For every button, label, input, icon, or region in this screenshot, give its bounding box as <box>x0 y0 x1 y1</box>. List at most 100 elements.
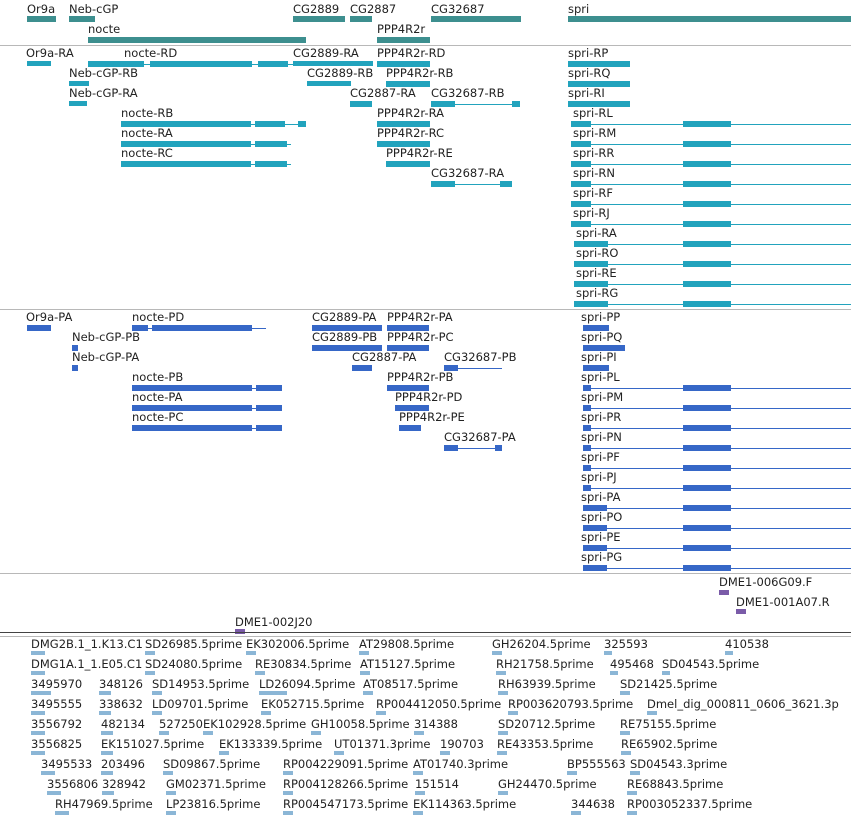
est-label[interactable]: RE43353.5prime <box>497 737 594 751</box>
transcript-label[interactable]: CG2889-RA <box>293 46 359 60</box>
est-label[interactable]: EK052715.5prime <box>261 697 365 711</box>
est-marker[interactable] <box>246 651 256 655</box>
exon[interactable] <box>683 261 731 267</box>
est-marker[interactable] <box>498 691 508 695</box>
exon[interactable] <box>495 445 502 451</box>
est-marker[interactable] <box>376 711 386 715</box>
clone-marker[interactable] <box>719 590 729 595</box>
est-marker[interactable] <box>311 731 321 735</box>
exon[interactable] <box>444 445 458 451</box>
exon[interactable] <box>583 545 607 551</box>
exon[interactable] <box>683 525 731 531</box>
gene-label[interactable]: CG32687 <box>431 2 485 16</box>
protein-model[interactable] <box>583 345 625 351</box>
clone-label[interactable]: DME1-001A07.R <box>736 595 830 609</box>
est-marker[interactable] <box>604 651 612 655</box>
protein-label[interactable]: spri-PR <box>581 410 622 424</box>
est-marker[interactable] <box>627 811 637 815</box>
exon[interactable] <box>431 181 455 187</box>
transcript-model[interactable] <box>568 61 630 67</box>
gene-bar[interactable] <box>69 16 95 22</box>
est-marker[interactable] <box>31 671 45 675</box>
protein-label[interactable]: CG2889-PA <box>312 310 377 324</box>
protein-model[interactable] <box>312 345 382 351</box>
est-marker[interactable] <box>414 731 424 735</box>
transcript-label[interactable]: PPP4R2r-RE <box>386 146 453 160</box>
protein-label[interactable]: CG2889-PB <box>312 330 378 344</box>
transcript-label[interactable]: spri-RE <box>576 266 617 280</box>
est-label[interactable]: 3495555 <box>31 697 83 711</box>
est-label[interactable]: 348126 <box>99 677 143 691</box>
est-label[interactable]: RH63939.5prime <box>498 677 596 691</box>
est-marker[interactable] <box>203 731 213 735</box>
exon[interactable] <box>431 101 455 107</box>
est-marker[interactable] <box>283 771 293 775</box>
exon[interactable] <box>574 241 608 247</box>
est-label[interactable]: AT29808.5prime <box>359 637 455 651</box>
est-label[interactable]: 482134 <box>101 717 145 731</box>
est-label[interactable]: 3495970 <box>31 677 83 691</box>
protein-model[interactable] <box>399 425 421 431</box>
gene-label[interactable]: CG2887 <box>350 2 397 16</box>
gene-label[interactable]: Or9a <box>27 2 56 16</box>
est-label[interactable]: SD04543.3prime <box>630 757 728 771</box>
transcript-model[interactable] <box>568 101 630 107</box>
protein-label[interactable]: Neb-cGP-PA <box>72 350 140 364</box>
est-marker[interactable] <box>99 691 111 695</box>
protein-label[interactable]: nocte-PC <box>132 410 184 424</box>
exon[interactable] <box>683 505 731 511</box>
est-label[interactable]: RP004547173.5prime <box>283 797 409 811</box>
exon[interactable] <box>683 445 731 451</box>
transcript-model[interactable] <box>377 141 430 147</box>
protein-model[interactable] <box>387 345 429 351</box>
transcript-label[interactable]: Or9a-RA <box>26 46 74 60</box>
protein-label[interactable]: spri-PM <box>581 390 624 404</box>
transcript-label[interactable]: spri-RN <box>573 166 615 180</box>
exon[interactable] <box>683 181 731 187</box>
gene-bar[interactable] <box>568 16 851 22</box>
est-marker[interactable] <box>363 691 373 695</box>
exon[interactable] <box>583 445 591 451</box>
est-label[interactable]: GM02371.5prime <box>166 777 266 791</box>
gene-label[interactable]: PPP4R2r <box>377 22 426 36</box>
est-label[interactable]: SD20712.5prime <box>498 717 596 731</box>
est-label[interactable]: AT15127.5prime <box>360 657 456 671</box>
gene-bar[interactable] <box>377 37 430 43</box>
est-marker[interactable] <box>725 651 733 655</box>
exon[interactable] <box>683 141 731 147</box>
exon[interactable] <box>571 201 591 207</box>
transcript-label[interactable]: PPP4R2r-RB <box>386 66 454 80</box>
est-marker[interactable] <box>415 791 425 795</box>
protein-label[interactable]: PPP4R2r-PE <box>399 410 465 424</box>
est-marker[interactable] <box>255 671 265 675</box>
est-label[interactable]: 3556825 <box>31 737 83 751</box>
protein-label[interactable]: CG32687-PA <box>444 430 516 444</box>
protein-label[interactable]: CG2887-PA <box>352 350 417 364</box>
exon[interactable] <box>683 221 731 227</box>
gene-label[interactable]: spri <box>568 2 590 16</box>
est-marker[interactable] <box>334 751 344 755</box>
transcript-label[interactable]: PPP4R2r-RA <box>377 106 444 120</box>
protein-model[interactable] <box>387 325 429 331</box>
est-label[interactable]: 344638 <box>571 797 615 811</box>
est-label[interactable]: EK114363.5prime <box>413 797 517 811</box>
protein-label[interactable]: PPP4R2r-PA <box>387 310 453 324</box>
est-label[interactable]: SD04543.5prime <box>662 657 760 671</box>
transcript-label[interactable]: spri-RI <box>568 86 605 100</box>
transcript-label[interactable]: Neb-cGP-RA <box>69 86 138 100</box>
est-label[interactable]: Dmel_dig_000811_0606_3621.3p <box>647 697 839 711</box>
est-marker[interactable] <box>498 731 508 735</box>
exon[interactable] <box>683 565 731 571</box>
gene-label[interactable]: Neb-cGP <box>69 2 119 16</box>
exon[interactable] <box>683 465 731 471</box>
est-label[interactable]: RP004412050.5prime <box>376 697 502 711</box>
est-marker[interactable] <box>508 711 518 715</box>
est-marker[interactable] <box>31 751 45 755</box>
transcript-label[interactable]: Neb-cGP-RB <box>69 66 139 80</box>
exon[interactable] <box>583 485 591 491</box>
est-marker[interactable] <box>621 751 631 755</box>
est-label[interactable]: LD09701.5prime <box>152 697 249 711</box>
exon[interactable] <box>683 545 731 551</box>
est-label[interactable]: LP23816.5prime <box>166 797 261 811</box>
transcript-model[interactable] <box>377 121 430 127</box>
